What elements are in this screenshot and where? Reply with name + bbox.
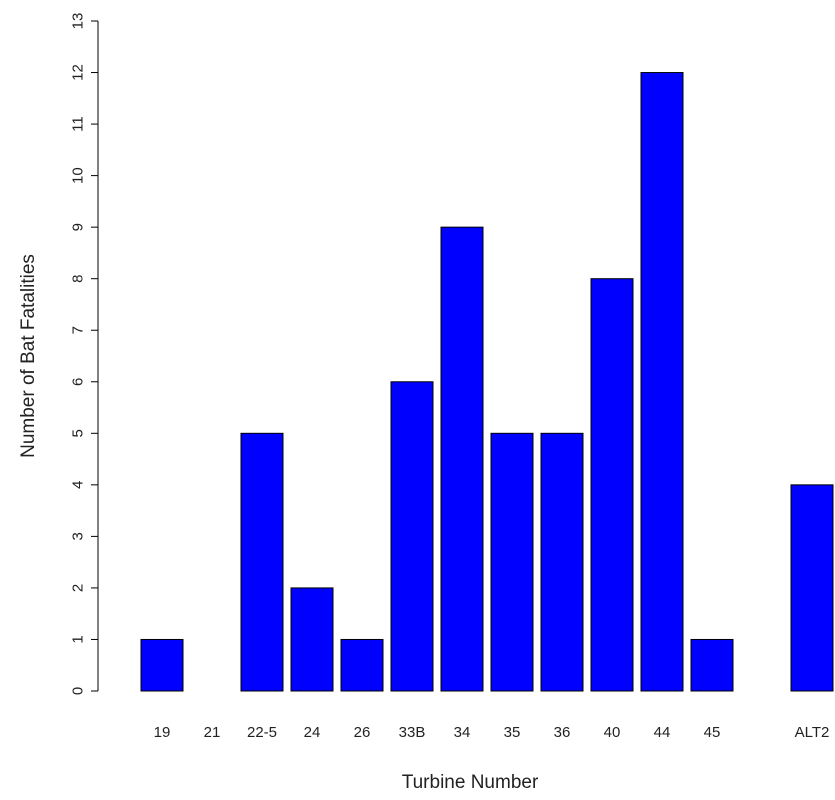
x-tick-label: 24 (304, 724, 321, 741)
x-tick-label: 19 (154, 724, 171, 741)
y-tick-label: 6 (69, 378, 86, 386)
x-tick-label: 40 (604, 724, 621, 741)
x-tick-label: 21 (204, 724, 221, 741)
y-tick-label: 12 (69, 64, 86, 81)
bar (440, 226, 484, 692)
x-tick-label: ALT2 (795, 724, 830, 741)
y-tick-label: 8 (69, 275, 86, 283)
y-tick-label: 0 (69, 687, 86, 695)
bar (690, 638, 734, 692)
x-tick-label: 36 (554, 724, 571, 741)
y-tick-label: 13 (69, 13, 86, 30)
bar (590, 278, 634, 692)
y-tick-label: 9 (69, 223, 86, 231)
x-tick-label: 26 (354, 724, 371, 741)
x-tick-label: 22-5 (247, 724, 277, 741)
y-tick-label: 4 (69, 481, 86, 489)
y-tick-label: 1 (69, 635, 86, 643)
y-tick-label: 5 (69, 429, 86, 437)
bar (240, 432, 284, 692)
y-tick-label: 3 (69, 532, 86, 540)
x-tick-label: 45 (704, 724, 721, 741)
bar (390, 381, 434, 692)
bar (340, 638, 384, 692)
y-tick-label: 2 (69, 584, 86, 592)
x-axis-title: Turbine Number (402, 772, 539, 793)
x-tick-label: 34 (454, 724, 471, 741)
bar (540, 432, 584, 692)
y-tick-label: 11 (69, 116, 86, 132)
x-tick-label: 35 (504, 724, 521, 741)
bar (790, 484, 834, 692)
x-tick-label: 44 (654, 724, 671, 741)
bar (640, 72, 684, 692)
y-tick-label: 10 (69, 167, 86, 184)
bars (140, 72, 834, 692)
y-tick-label: 7 (69, 326, 86, 334)
y-axis-title: Number of Bat Fatalities (18, 254, 39, 458)
x-tick-label: 33B (399, 724, 426, 741)
bar (140, 638, 184, 692)
bar (490, 432, 534, 692)
x-axis-labels: 19 21 22-5 24 26 33B 34 35 36 40 44 45 ALT2 (154, 724, 830, 741)
bar (290, 587, 334, 692)
